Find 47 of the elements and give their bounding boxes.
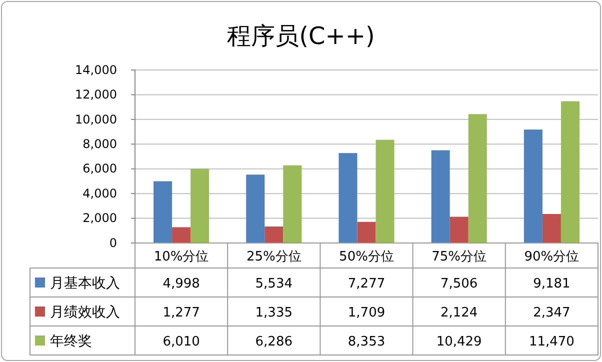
- x-tick-label: 25%分位: [246, 250, 302, 264]
- legend-label: 月基本收入: [50, 276, 120, 292]
- y-tick-label: 8,000: [82, 136, 117, 151]
- x-tick-label: 90%分位: [524, 250, 580, 264]
- data-label: 10,429: [436, 334, 482, 350]
- bar: [190, 168, 210, 243]
- data-label: 2,124: [440, 306, 478, 320]
- data-label: 1,335: [255, 306, 293, 320]
- data-label: 2,347: [533, 306, 570, 320]
- x-tick-label: 10%分位: [154, 250, 209, 264]
- data-label: 4,998: [162, 276, 200, 292]
- bar: [542, 214, 561, 243]
- legend-label: 年终奖: [50, 334, 92, 350]
- bar: [431, 150, 450, 243]
- data-label: 5,534: [255, 276, 293, 292]
- bar: [172, 227, 191, 243]
- bar: [450, 216, 468, 243]
- bar: [357, 222, 376, 243]
- bar: [264, 226, 284, 243]
- bar: [560, 101, 580, 243]
- x-tick-label: 75%分位: [432, 250, 487, 264]
- bar: [154, 181, 172, 243]
- data-label: 7,277: [348, 276, 386, 292]
- data-label: 7,506: [440, 276, 478, 292]
- data-label: 6,010: [162, 334, 200, 350]
- data-label: 1,277: [162, 306, 200, 320]
- y-tick-label: 6,000: [82, 162, 117, 176]
- data-label: 8,353: [348, 334, 386, 350]
- y-tick-label: 4,000: [82, 186, 117, 200]
- bar: [376, 140, 394, 243]
- y-tick-label: 0: [109, 236, 117, 250]
- bar: [524, 130, 542, 243]
- bar: [246, 174, 265, 243]
- bar: [468, 114, 487, 243]
- bar: [338, 153, 358, 243]
- data-label: 1,709: [348, 306, 386, 320]
- y-tick-label: 12,000: [75, 88, 117, 102]
- bar: [283, 165, 302, 243]
- y-tick-label: 2,000: [82, 211, 117, 226]
- legend-label: 月绩效收入: [50, 304, 120, 320]
- y-tick-label: 10,000: [75, 112, 117, 126]
- y-tick-label: 14,000: [75, 62, 117, 77]
- data-label: 9,181: [533, 276, 570, 292]
- x-tick-label: 50%分位: [339, 250, 394, 264]
- chart-title: 程序员(C++): [227, 22, 375, 50]
- data-label: 11,470: [528, 334, 574, 350]
- data-label: 6,286: [255, 334, 293, 350]
